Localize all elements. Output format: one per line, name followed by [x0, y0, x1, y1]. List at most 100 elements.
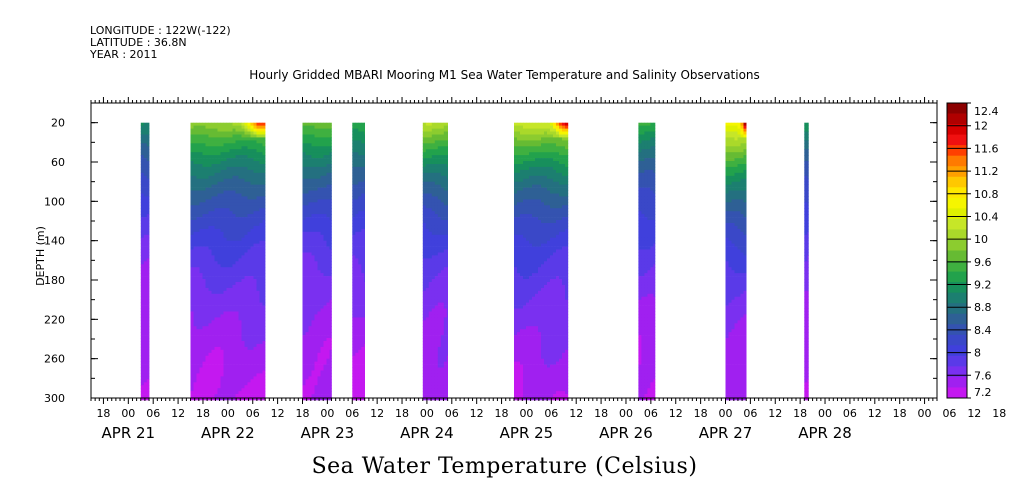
heatmap-cell — [425, 382, 430, 386]
heatmap-cell — [361, 276, 365, 280]
heatmap-cell — [434, 379, 439, 383]
heatmap-cell — [199, 155, 203, 159]
heatmap-cell — [199, 166, 203, 171]
heatmap-cell — [514, 220, 518, 224]
heatmap-cell — [443, 125, 448, 129]
heatmap-cell — [311, 329, 315, 333]
heatmap-cell — [302, 125, 306, 129]
heatmap-cell — [241, 143, 245, 147]
heatmap-cell — [352, 205, 356, 209]
heatmap-cell — [196, 370, 200, 374]
heatmap-cell — [422, 282, 427, 286]
heatmap-cell — [361, 346, 365, 351]
heatmap-cell — [317, 181, 321, 185]
heatmap-cell — [317, 175, 321, 180]
heatmap-cell — [314, 134, 318, 138]
heatmap-cell — [223, 394, 227, 398]
heatmap-cell — [196, 282, 200, 286]
heatmap-cell — [202, 128, 206, 132]
heatmap-cell — [323, 341, 327, 345]
heatmap-cell — [140, 391, 145, 395]
heatmap-cell — [434, 282, 439, 286]
heatmap-cell — [425, 161, 430, 165]
heatmap-cell — [314, 379, 318, 383]
heatmap-cell — [259, 240, 263, 245]
heatmap-cell — [202, 228, 206, 233]
heatmap-cell — [364, 279, 365, 283]
heatmap-cell — [217, 249, 221, 253]
heatmap-cell — [320, 276, 324, 280]
heatmap-cell — [199, 164, 203, 168]
heatmap-cell — [326, 329, 330, 333]
heatmap-cell — [238, 296, 242, 300]
heatmap-cell — [193, 158, 197, 162]
heatmap-cell — [232, 346, 236, 351]
heatmap-cell — [358, 220, 362, 224]
heatmap-cell — [253, 317, 257, 321]
heatmap-cell — [440, 276, 445, 280]
heatmap-cell — [247, 326, 251, 330]
heatmap-cell — [437, 264, 442, 268]
heatmap-cell — [428, 155, 433, 159]
heatmap-cell — [311, 208, 315, 212]
heatmap-cell — [364, 326, 365, 330]
heatmap-cell — [431, 296, 436, 300]
heatmap-cell — [428, 178, 433, 183]
heatmap-cell — [314, 308, 318, 312]
heatmap-cell — [205, 234, 209, 239]
heatmap-cell — [193, 128, 197, 132]
heatmap-cell — [238, 220, 242, 224]
heatmap-cell — [220, 211, 224, 215]
heatmap-cell — [443, 164, 448, 168]
heatmap-cell — [199, 196, 203, 200]
heatmap-cell — [364, 373, 365, 377]
heatmap-cell — [425, 220, 430, 224]
heatmap-cell — [302, 146, 306, 150]
heatmap-cell — [199, 152, 203, 156]
heatmap-cell — [440, 264, 445, 268]
heatmap-cell — [440, 352, 445, 357]
heatmap-cell — [425, 158, 430, 162]
heatmap-cell — [217, 161, 221, 165]
heatmap-cell — [302, 370, 306, 374]
heatmap-cell — [226, 161, 230, 165]
heatmap-cell — [253, 128, 257, 132]
heatmap-cell — [428, 373, 433, 377]
heatmap-cell — [355, 246, 359, 250]
heatmap-cell — [320, 282, 324, 286]
heatmap-cell — [358, 234, 362, 239]
heatmap-cell — [211, 196, 215, 200]
heatmap-cell — [311, 376, 315, 380]
heatmap-cell — [422, 341, 427, 345]
heatmap-cell — [425, 172, 430, 177]
heatmap-cell — [364, 184, 365, 188]
heatmap-cell — [364, 352, 365, 357]
heatmap-cell — [434, 190, 439, 194]
heatmap-cell — [253, 261, 257, 265]
heatmap-cell — [308, 311, 312, 315]
heatmap-cell — [259, 169, 263, 174]
heatmap-cell — [434, 367, 439, 371]
heatmap-cell — [232, 314, 236, 318]
heatmap-cell — [305, 364, 309, 368]
heatmap-cell — [440, 225, 445, 230]
heatmap-cell — [259, 349, 263, 354]
heatmap-cell — [437, 267, 442, 271]
heatmap-cell — [143, 287, 148, 292]
heatmap-cell — [143, 187, 148, 191]
heatmap-cell — [196, 161, 200, 165]
heatmap-cell — [190, 158, 194, 162]
heatmap-cell — [259, 335, 263, 339]
heatmap-cell — [199, 208, 203, 212]
heatmap-cell — [214, 225, 218, 230]
heatmap-cell — [437, 231, 442, 236]
heatmap-cell — [428, 161, 433, 165]
heatmap-cell — [208, 220, 212, 224]
heatmap-cell — [211, 225, 215, 230]
heatmap-cell — [428, 394, 433, 398]
heatmap-cell — [323, 379, 327, 383]
heatmap-cell — [235, 338, 239, 342]
heatmap-cell — [256, 187, 260, 191]
heatmap-cell — [256, 258, 260, 262]
heatmap-cell — [262, 290, 266, 295]
